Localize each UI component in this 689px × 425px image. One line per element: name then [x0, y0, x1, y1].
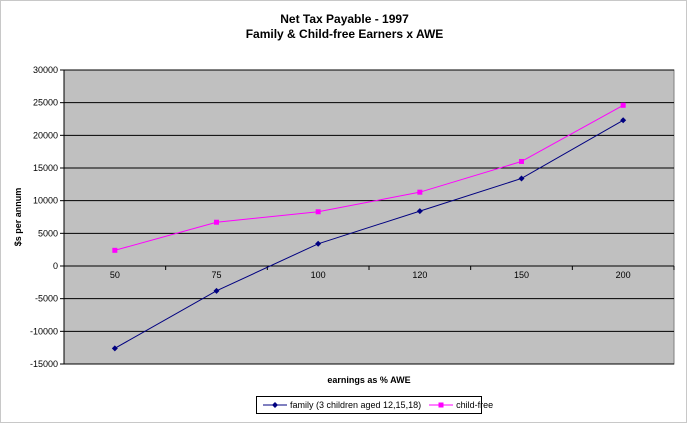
y-tick-label: 30000 — [33, 65, 58, 75]
gridlines — [60, 69, 674, 365]
x-tick-labels: 50 75 100 120 150 200 — [110, 270, 631, 280]
series-layer — [111, 102, 627, 352]
chart-title-line1: Net Tax Payable - 1997 — [280, 12, 409, 26]
x-tick-label: 150 — [514, 270, 529, 280]
chart-title-line2: Family & Child-free Earners x AWE — [245, 27, 444, 41]
data-point — [620, 102, 626, 108]
data-point — [416, 208, 423, 215]
data-point — [315, 240, 322, 247]
y-tick-label: 15000 — [33, 163, 58, 173]
x-tick-label: 100 — [311, 270, 326, 280]
y-tick-label: 10000 — [33, 196, 58, 206]
plot-area — [63, 69, 675, 365]
x-tick-label: 75 — [211, 270, 221, 280]
data-point — [518, 175, 525, 182]
y-tick-label: -15000 — [30, 359, 58, 369]
y-axis-label: $s per annum — [13, 188, 23, 247]
series-line — [114, 119, 624, 349]
legend-label-family: family (3 children aged 12,15,18) — [290, 400, 422, 410]
legend-item-family: family (3 children aged 12,15,18) — [263, 400, 421, 410]
legend-child-free-swatch — [429, 402, 454, 408]
data-point — [315, 209, 321, 215]
data-point — [417, 189, 423, 195]
series-1 — [112, 102, 626, 253]
axes — [63, 70, 675, 364]
y-tick-label: 20000 — [33, 130, 58, 140]
legend-label-child-free: child-free — [456, 400, 494, 410]
y-tick-label: 5000 — [38, 228, 58, 238]
data-point — [214, 219, 219, 225]
data-point — [111, 345, 118, 352]
y-tick-label: 25000 — [33, 98, 58, 108]
data-point — [213, 287, 220, 294]
x-axis-label: earnings as % AWE — [327, 375, 410, 385]
chart-title: Net Tax Payable - 1997 Family & Child-fr… — [0, 12, 689, 42]
series-line — [114, 104, 624, 251]
y-tick-label: 0 — [53, 261, 58, 271]
x-tick-label: 200 — [616, 270, 631, 280]
x-tick-label: 50 — [110, 270, 120, 280]
legend-item-child-free: child-free — [429, 400, 493, 410]
data-point — [620, 117, 627, 124]
data-point — [519, 158, 524, 164]
legend: family (3 children aged 12,15,18) child-… — [256, 396, 493, 414]
legend-family-swatch — [263, 402, 287, 408]
series-0 — [111, 117, 627, 352]
y-tick-label: -10000 — [30, 326, 58, 336]
x-tick-label: 120 — [412, 270, 427, 280]
y-tick-label: -5000 — [35, 294, 58, 304]
data-point — [112, 247, 118, 253]
y-tick-labels: -15000 -10000 -5000 0 5000 10000 15000 20000 250… — [30, 65, 58, 369]
